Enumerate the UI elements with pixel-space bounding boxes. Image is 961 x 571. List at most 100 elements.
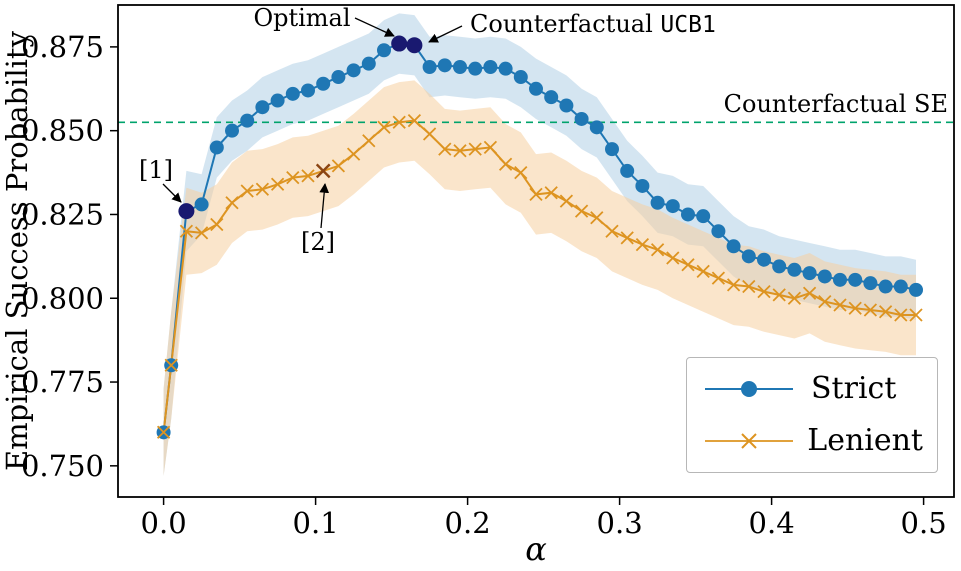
- strict-marker: [574, 111, 589, 126]
- strict-marker: [377, 43, 391, 58]
- strict-marker: [255, 100, 270, 115]
- lenient-marker: [650, 243, 665, 257]
- x-axis-tick-label: 0.3: [597, 506, 643, 540]
- strict-marker: [635, 178, 650, 193]
- lenient-marker: [696, 264, 710, 279]
- lenient-marker: [726, 278, 741, 292]
- annotation-optimal: Optimal: [253, 4, 350, 32]
- strict-marker: [483, 60, 498, 75]
- lenient-marker: [742, 279, 756, 294]
- lenient-marker: [802, 286, 817, 300]
- lenient-marker: [194, 226, 209, 240]
- lenient-marker: [468, 142, 482, 156]
- lenient-marker: [156, 425, 171, 439]
- lenient-marker: [711, 271, 726, 285]
- strict-marker: [878, 279, 893, 294]
- lenient-marker: [362, 134, 376, 148]
- strict-marker: [468, 61, 483, 76]
- y-axis-tick-label: 0.800: [21, 281, 104, 315]
- lenient-marker: [514, 165, 528, 180]
- annotation-counterfactual-se: Counterfactual SE: [724, 90, 948, 118]
- annotation-arrow-counterfactual-ucb1: [428, 25, 463, 43]
- lenient-marker: [635, 237, 650, 252]
- lenient-marker: [346, 147, 361, 161]
- lenient-marker: [757, 284, 771, 299]
- lenient-marker: [620, 231, 634, 245]
- strict-marker: [802, 266, 817, 281]
- strict-marker: [605, 142, 619, 157]
- lenient-marker: [331, 159, 346, 173]
- lenient-marker: [422, 127, 437, 141]
- lenient-marker: [210, 217, 224, 232]
- strict-marker: [225, 123, 239, 138]
- annotation-arrow-ref-1: [162, 183, 182, 203]
- x-axis-tick-label: 0.4: [749, 506, 795, 540]
- lenient-marker: [164, 358, 178, 372]
- strict-marker: [529, 81, 543, 96]
- strict-line-marker-icon: [705, 381, 793, 397]
- legend-item-lenient: Lenient: [701, 420, 923, 462]
- highlight-point: [391, 35, 408, 52]
- legend-label-lenient: Lenient: [807, 423, 923, 458]
- lenient-marker: [878, 305, 893, 319]
- strict-marker: [301, 83, 315, 98]
- strict-marker: [772, 259, 787, 274]
- strict-marker: [270, 93, 285, 108]
- x-axis-label: α: [525, 530, 547, 568]
- strict-marker: [787, 262, 802, 277]
- legend: Strict Lenient: [686, 357, 938, 473]
- lenient-marker: [787, 291, 802, 305]
- annotation-ref-2: [2]: [301, 228, 335, 256]
- lenient-marker: [681, 258, 695, 272]
- strict-marker: [498, 61, 513, 76]
- y-axis-tick-label: 0.850: [21, 114, 104, 148]
- strict-marker: [909, 282, 923, 297]
- y-axis-tick-label: 0.825: [21, 197, 104, 231]
- lenient-marker: [894, 308, 908, 322]
- lenient-marker: [848, 301, 862, 315]
- legend-item-strict: Strict: [701, 368, 923, 410]
- lenient-marker: [453, 144, 467, 158]
- lenient-marker: [240, 184, 254, 198]
- lenient-marker: [286, 170, 300, 185]
- lenient-marker: [833, 298, 847, 312]
- lenient-marker: [407, 113, 422, 128]
- plot-border: [117, 4, 955, 498]
- strict-marker: [361, 56, 376, 71]
- lenient-marker: [301, 169, 315, 183]
- strict-marker: [513, 70, 528, 85]
- x-axis-tick-label: 0.2: [445, 506, 491, 540]
- x-axis-tick-label: 0.5: [901, 506, 947, 540]
- strict-marker: [833, 272, 847, 287]
- y-axis-tick-label: 0.775: [21, 365, 104, 399]
- lenient-marker: [179, 224, 194, 238]
- strict-marker: [620, 163, 635, 178]
- strict-marker: [544, 90, 559, 105]
- strict-marker: [437, 58, 452, 73]
- x-axis-tick-label: 0.0: [141, 506, 187, 540]
- lenient-marker: [574, 204, 589, 218]
- strict-marker: [863, 276, 878, 291]
- strict-marker: [346, 63, 361, 78]
- x-axis-tick-label: 0.1: [293, 506, 339, 540]
- lenient-marker: [590, 211, 604, 225]
- lenient-line-marker-icon: [705, 433, 793, 449]
- y-axis-tick-label: 0.750: [21, 449, 104, 483]
- strict-marker: [194, 197, 209, 212]
- annotation-counterfactual-ucb1: Counterfactual UCB1: [470, 10, 716, 38]
- strict-marker: [331, 70, 346, 85]
- strict-marker: [726, 239, 741, 254]
- lenient-marker: [438, 142, 452, 156]
- lenient-marker: [392, 115, 406, 129]
- strict-marker: [240, 113, 255, 128]
- strict-marker: [696, 209, 711, 224]
- strict-marker: [650, 195, 665, 210]
- lenient-marker: [666, 251, 680, 265]
- strict-marker: [559, 98, 574, 113]
- lenient-marker: [270, 177, 285, 191]
- strict-marker: [285, 86, 300, 101]
- strict-marker: [422, 60, 437, 75]
- lenient-marker: [772, 288, 786, 302]
- lenient-marker: [483, 140, 498, 155]
